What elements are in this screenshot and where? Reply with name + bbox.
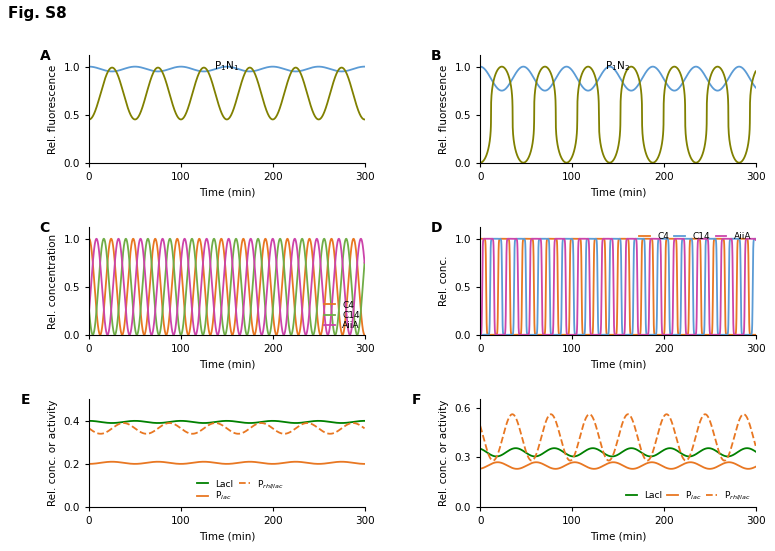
- Text: F: F: [412, 393, 421, 407]
- Legend: C4, C14, AiiA: C4, C14, AiiA: [639, 232, 751, 241]
- Text: B: B: [431, 48, 441, 63]
- X-axis label: Time (min): Time (min): [198, 532, 255, 542]
- Y-axis label: Rel. fluorescence: Rel. fluorescence: [439, 64, 449, 154]
- Text: E: E: [20, 393, 29, 407]
- Text: D: D: [431, 221, 442, 235]
- X-axis label: Time (min): Time (min): [198, 187, 255, 197]
- X-axis label: Time (min): Time (min): [590, 187, 646, 197]
- Legend: LacI, P$_{lac}$, P$_{rhl/lac}$: LacI, P$_{lac}$, P$_{rhl/lac}$: [198, 478, 284, 503]
- X-axis label: Time (min): Time (min): [590, 532, 646, 542]
- Y-axis label: Rel. concentration: Rel. concentration: [48, 234, 58, 328]
- Y-axis label: Rel. conc. or activity: Rel. conc. or activity: [439, 400, 449, 506]
- Y-axis label: Rel. conc.: Rel. conc.: [439, 256, 449, 306]
- Y-axis label: Rel. fluorescence: Rel. fluorescence: [48, 64, 58, 154]
- Text: C: C: [40, 221, 50, 235]
- Text: Fig. S8: Fig. S8: [8, 6, 67, 20]
- X-axis label: Time (min): Time (min): [198, 359, 255, 369]
- Text: P$_1$N$_2$: P$_1$N$_2$: [605, 60, 630, 73]
- X-axis label: Time (min): Time (min): [590, 359, 646, 369]
- Legend: C4, C14, AiiA: C4, C14, AiiA: [325, 301, 360, 330]
- Legend: LacI, P$_{lac}$, P$_{rhl/lac}$: LacI, P$_{lac}$, P$_{rhl/lac}$: [626, 489, 751, 503]
- Text: P$_1$N$_1$: P$_1$N$_1$: [214, 60, 239, 73]
- Text: A: A: [40, 48, 50, 63]
- Y-axis label: Rel. conc. or activity: Rel. conc. or activity: [48, 400, 58, 506]
